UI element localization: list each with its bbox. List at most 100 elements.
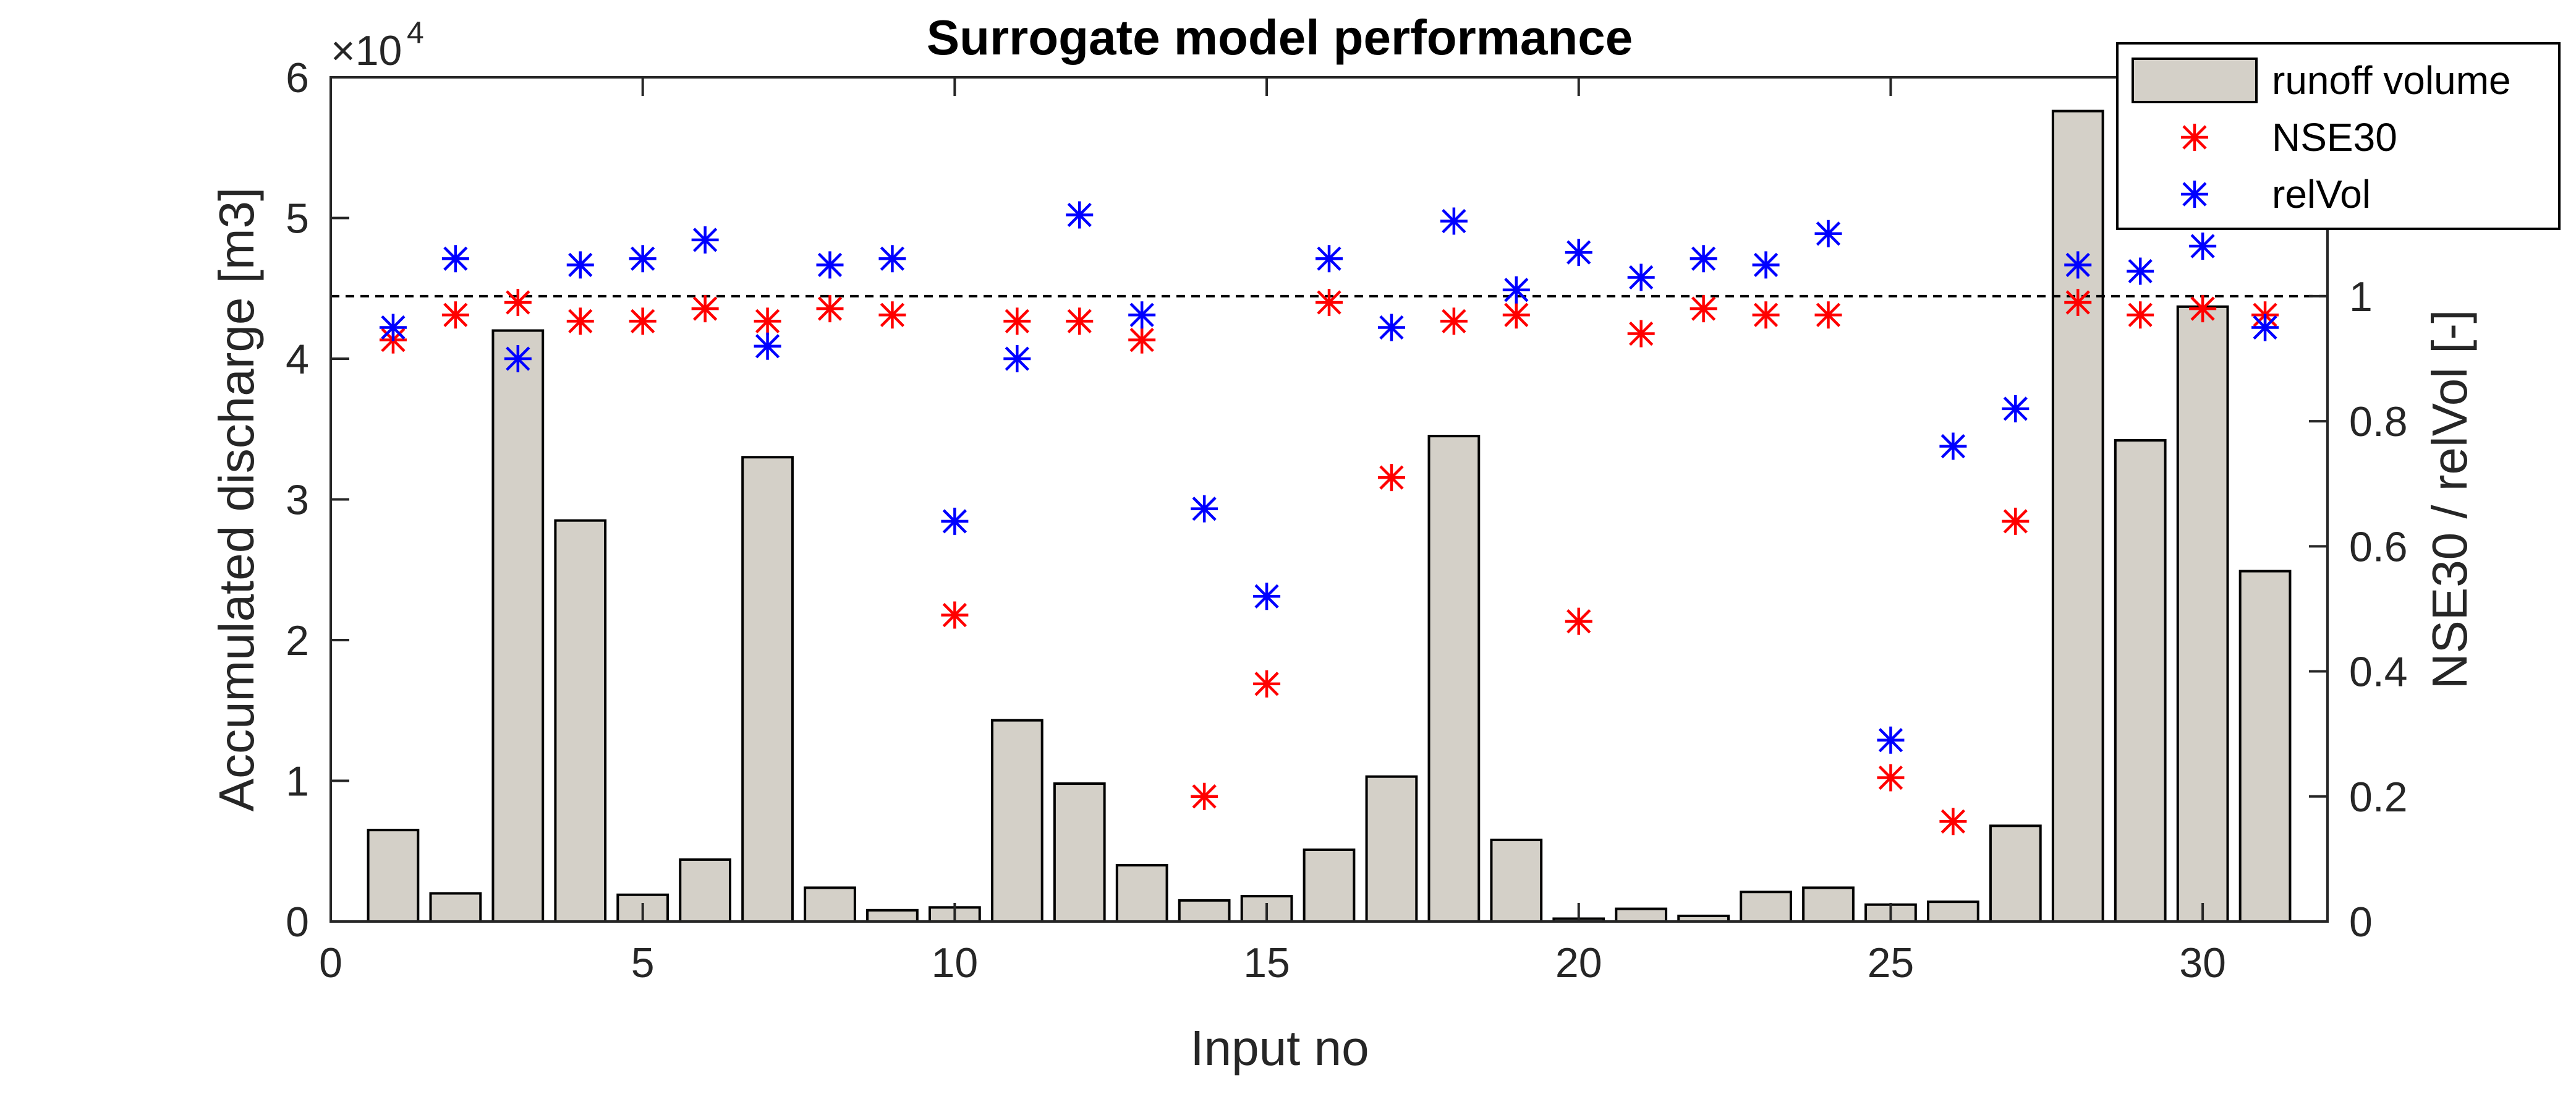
x-tick-label: 15 <box>1243 939 1290 986</box>
relvol-marker <box>379 314 407 341</box>
nse30-marker <box>1253 670 1281 698</box>
relvol-marker <box>1003 345 1031 372</box>
markers-layer <box>379 201 2279 836</box>
relvol-marker <box>2189 233 2217 260</box>
nse30-marker <box>1003 307 1031 335</box>
relvol-marker <box>1877 726 1905 754</box>
relvol-marker <box>1939 432 1967 460</box>
nse30-marker <box>1377 464 1405 492</box>
y-left-tick-label: 0 <box>286 899 309 946</box>
bar <box>2176 305 2229 923</box>
bar <box>1303 848 1356 923</box>
relvol-marker <box>691 226 719 254</box>
nse30-marker <box>1066 307 1094 335</box>
bar <box>1427 435 1481 923</box>
nse30-marker <box>1502 301 1530 329</box>
relvol-marker <box>1316 245 1343 273</box>
bar <box>1989 824 2042 923</box>
relvol-marker <box>1565 239 1592 267</box>
bar <box>1490 839 1543 923</box>
y-left-tick-label: 5 <box>286 195 309 242</box>
relvol-marker <box>629 245 657 273</box>
nse30-marker <box>878 301 906 329</box>
x-tick-label: 5 <box>631 939 655 986</box>
nse30-marker <box>1191 782 1218 810</box>
relvol-marker <box>1814 220 1842 247</box>
bar <box>2114 438 2167 923</box>
relvol-marker <box>1377 314 1405 341</box>
legend-swatch-runoff-volume <box>2132 58 2258 103</box>
nse30-marker <box>2064 289 2092 316</box>
legend-items: runoff volume NSE30 relVol <box>2132 58 2511 216</box>
bar <box>1365 775 1418 923</box>
legend-marker-relvol <box>2181 181 2208 208</box>
x-tick-label: 30 <box>2179 939 2226 986</box>
bar <box>491 329 545 923</box>
bars-layer <box>367 109 2292 923</box>
nse30-marker <box>1565 607 1592 635</box>
nse30-marker <box>2002 507 2030 535</box>
axes-box <box>329 76 2329 923</box>
bar <box>554 519 607 923</box>
relvol-marker <box>1627 263 1655 291</box>
nse30-marker <box>1814 301 1842 329</box>
relvol-marker <box>1066 201 1094 229</box>
ticks-layer: 0 5 10 15 20 25 30 0 1 2 3 4 5 6 0 0.2 0.4 0.6 0.8 1 <box>286 54 2407 986</box>
y-left-tick-label: 6 <box>286 54 309 101</box>
nse30-marker <box>691 295 719 323</box>
exponent-power: 4 <box>407 15 424 50</box>
bar <box>1615 907 1668 923</box>
relvol-marker <box>1502 276 1530 304</box>
relvol-marker <box>1128 301 1156 329</box>
relvol-marker <box>1690 245 1717 273</box>
x-tick-label: 0 <box>319 939 342 986</box>
nse30-marker <box>1752 301 1780 329</box>
legend-marker-nse30 <box>2181 124 2208 151</box>
bar <box>1740 891 1792 923</box>
relvol-marker <box>754 332 781 360</box>
nse30-marker <box>1128 326 1156 354</box>
x-tick-label: 25 <box>1868 939 1915 986</box>
legend-label: relVol <box>2272 172 2371 216</box>
relvol-marker <box>441 245 469 273</box>
legend-label: runoff volume <box>2272 58 2511 103</box>
nse30-marker <box>1627 320 1655 348</box>
bar <box>1927 900 1979 923</box>
relvol-marker <box>941 507 969 535</box>
nse30-marker <box>1877 764 1905 792</box>
nse30-marker <box>1690 295 1717 323</box>
relvol-marker <box>1752 251 1780 279</box>
y-axis-label-left: Accumulated discharge [m3] <box>209 187 264 811</box>
bar <box>741 456 794 923</box>
relvol-marker <box>2127 257 2154 285</box>
bar <box>804 886 856 923</box>
nse30-marker <box>1939 808 1967 836</box>
x-axis-label: Input no <box>1190 1020 1369 1075</box>
nse30-marker <box>566 307 594 335</box>
y-left-tick-label: 1 <box>286 758 309 805</box>
y-left-tick-label: 3 <box>286 477 309 524</box>
y-left-tick-label: 4 <box>286 336 309 383</box>
bar <box>1053 782 1106 923</box>
relvol-marker <box>2251 314 2279 341</box>
y-left-tick-label: 2 <box>286 617 309 664</box>
y-right-tick-label: 1 <box>2349 273 2373 320</box>
nse30-marker <box>816 295 844 323</box>
x-tick-label: 20 <box>1555 939 1602 986</box>
y-right-tick-label: 0.8 <box>2349 398 2408 445</box>
relvol-marker <box>878 245 906 273</box>
relvol-marker <box>1253 583 1281 610</box>
bar <box>429 892 482 923</box>
y-right-tick-label: 0 <box>2349 899 2373 946</box>
nse30-marker <box>1316 289 1343 316</box>
nse30-marker <box>441 301 469 329</box>
y-right-tick-label: 0.6 <box>2349 523 2408 570</box>
nse30-marker <box>941 601 969 629</box>
nse30-marker <box>629 307 657 335</box>
bar <box>679 858 731 923</box>
bar <box>2051 109 2104 923</box>
y-axis-label-right: NSE30 / relVol [-] <box>2422 310 2477 690</box>
relvol-marker <box>504 345 532 372</box>
relvol-marker <box>2064 251 2092 279</box>
